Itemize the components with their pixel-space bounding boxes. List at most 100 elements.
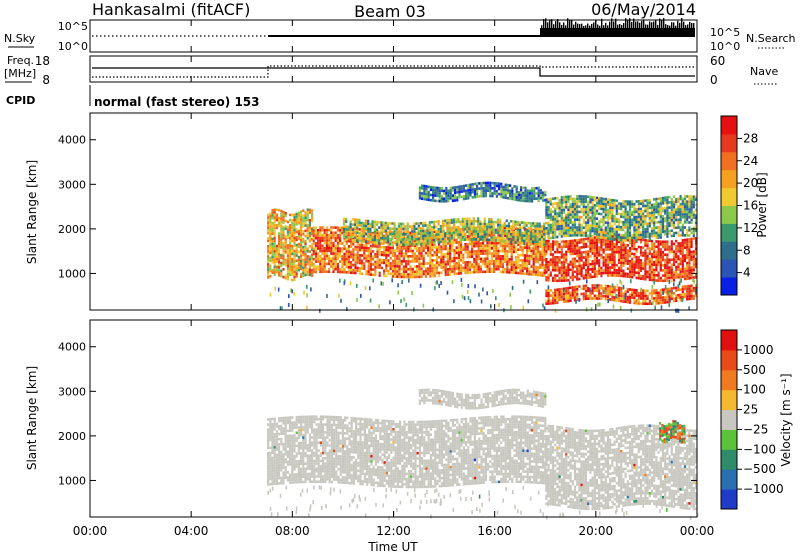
echo-cell <box>431 246 433 249</box>
echo-cell <box>478 245 480 248</box>
echo-cell <box>686 290 688 293</box>
noise-spike <box>643 19 644 28</box>
echo-cell <box>576 293 578 296</box>
echo-cell <box>554 289 556 292</box>
echo-cell <box>631 296 633 299</box>
echo-cell <box>287 257 289 260</box>
echo-cell <box>616 220 618 223</box>
echo-cell <box>644 292 646 295</box>
echo-cell <box>609 293 611 296</box>
echo-cell <box>671 287 673 290</box>
echo-cell <box>567 300 569 303</box>
echo-cell <box>489 244 491 247</box>
noise-spike <box>629 18 630 28</box>
echo-cell <box>592 287 594 290</box>
echo-cell <box>490 239 492 242</box>
echo-cell <box>369 225 371 228</box>
echo-cell <box>535 271 537 274</box>
echo-cell <box>614 215 616 218</box>
echo-cell <box>636 229 638 232</box>
echo-cell <box>572 294 574 297</box>
echo-cell <box>567 201 569 204</box>
echo-cell <box>357 243 359 246</box>
echo-cell <box>468 217 470 220</box>
echo-cell <box>636 224 638 227</box>
echo-cell <box>545 295 547 298</box>
echo-cell <box>578 218 580 221</box>
echo-cell <box>507 192 509 195</box>
echo-cell <box>442 220 444 223</box>
echo-cell <box>473 258 475 261</box>
echo-cell <box>534 230 536 233</box>
echo-cell <box>504 240 506 243</box>
echo-cell <box>289 227 291 230</box>
echo-cell <box>609 256 611 259</box>
echo-cell <box>559 259 561 262</box>
echo-cell <box>522 272 524 275</box>
echo-cell <box>609 209 611 212</box>
echo-cell <box>447 271 449 274</box>
echo-cell <box>365 225 367 228</box>
echo-cell <box>430 189 432 192</box>
echo-cell <box>618 297 620 300</box>
echo-cell <box>625 290 627 293</box>
echo-cell <box>592 268 594 271</box>
echo-cell <box>343 231 345 234</box>
echo-cell <box>655 240 657 243</box>
echo-cell <box>517 248 519 251</box>
echo-cell <box>317 247 319 250</box>
echo-cell <box>420 265 422 268</box>
echo-cell <box>563 230 565 233</box>
echo-cell <box>653 243 655 246</box>
echo-cell <box>572 247 574 250</box>
echo-cell <box>598 200 600 203</box>
echo-cell <box>431 275 433 278</box>
echo-cell <box>532 233 534 236</box>
echo-cell <box>304 222 306 225</box>
echo-cell <box>522 192 524 195</box>
echo-cell <box>304 224 306 227</box>
echo-cell <box>622 237 624 240</box>
echo-cell <box>423 262 425 265</box>
echo-cell <box>686 241 688 244</box>
echo-cell <box>640 210 642 213</box>
echo-cell <box>350 221 352 224</box>
echo-cell <box>473 225 475 228</box>
echo-cell <box>598 259 600 262</box>
echo-cell <box>376 229 378 232</box>
echo-cell <box>319 232 321 235</box>
echo-cell <box>633 248 635 251</box>
echo-cell <box>307 219 309 222</box>
echo-cell <box>572 198 574 201</box>
echo-cell <box>494 192 496 195</box>
echo-cell <box>302 267 304 270</box>
echo-cell <box>469 191 471 194</box>
echo-cell <box>491 255 493 258</box>
echo-cell <box>589 276 591 279</box>
echo-cell <box>307 234 309 237</box>
echo-cell <box>477 228 479 231</box>
echo-cell <box>276 208 278 211</box>
echo-cell <box>541 241 543 244</box>
echo-cell <box>267 261 269 264</box>
echo-cell <box>300 247 302 250</box>
echo-cell <box>482 230 484 233</box>
echo-cell <box>278 219 280 222</box>
echo-cell <box>478 187 480 190</box>
echo-cell <box>413 225 415 228</box>
echo-cell <box>453 257 455 260</box>
echo-cell <box>467 251 469 254</box>
echo-cell <box>436 248 438 251</box>
echo-cell <box>539 230 541 233</box>
echo-cell <box>633 213 635 216</box>
echo-cell <box>432 194 434 197</box>
echo-cell <box>539 253 541 256</box>
echo-cell <box>614 269 616 272</box>
echo-cell <box>465 184 467 187</box>
echo-cell <box>458 246 460 249</box>
echo-cell <box>435 231 437 234</box>
echo-cell <box>311 215 313 218</box>
echo-cell <box>585 277 587 280</box>
echo-cell <box>495 245 497 248</box>
